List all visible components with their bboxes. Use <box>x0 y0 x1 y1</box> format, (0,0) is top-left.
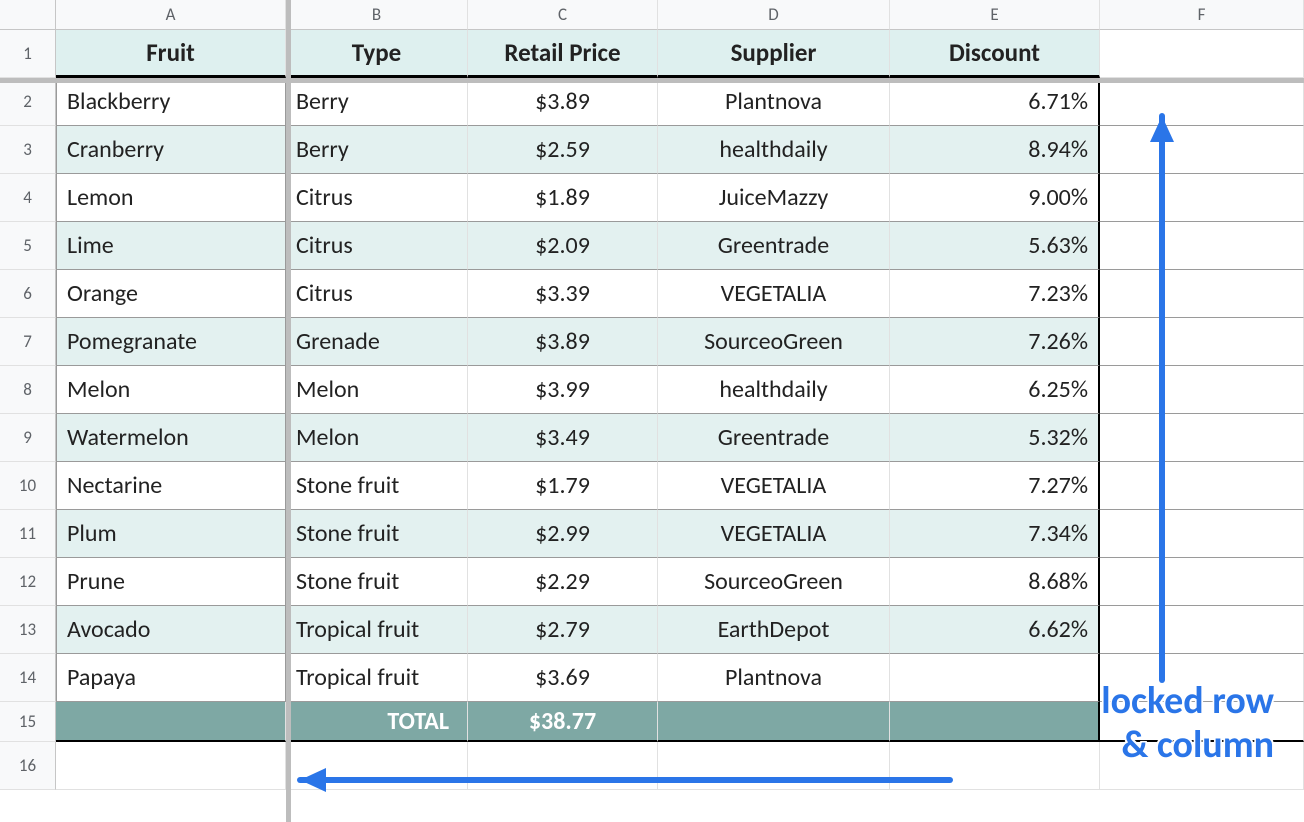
spreadsheet: A B C D E F 1FruitTypeRetail PriceSuppli… <box>0 0 1304 822</box>
annotation-text: locked row & column <box>1101 680 1274 767</box>
annotation-line2: & column <box>1121 722 1274 768</box>
annotation-line1: locked row <box>1101 678 1274 724</box>
